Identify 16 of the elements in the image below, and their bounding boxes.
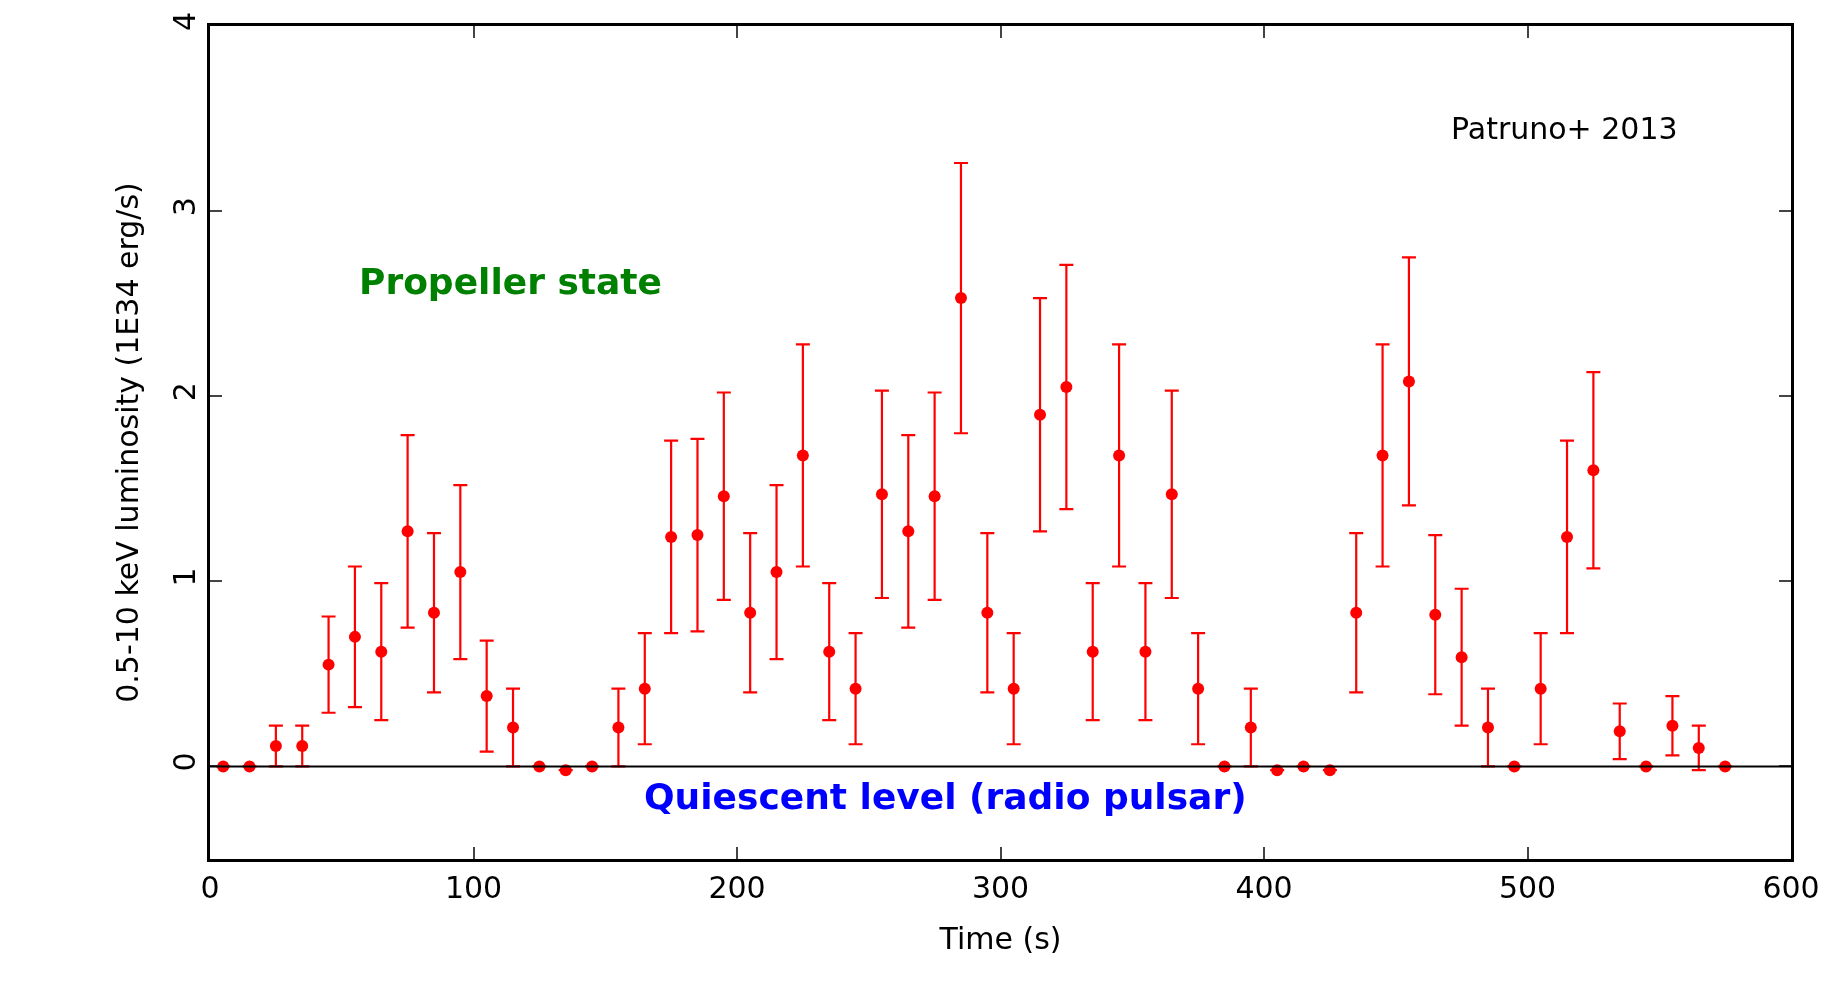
y-axis-title: 0.5-10 keV luminosity (1E34 erg/s): [110, 182, 146, 703]
y-tick-label: 0: [167, 752, 203, 772]
ref-line-label: Quiescent level (radio pulsar): [644, 776, 1247, 817]
annotation: Propeller state: [359, 261, 662, 302]
x-tick-label: 300: [971, 869, 1030, 905]
y-tick-label: 1: [167, 567, 203, 587]
y-tick-label: 2: [167, 382, 203, 402]
x-tick-label: 500: [1498, 869, 1557, 905]
x-tick-label: 200: [708, 869, 766, 905]
x-tick-label: 400: [1235, 869, 1293, 905]
annotation: Patruno+ 2013: [1451, 111, 1678, 146]
x-tick-label: 100: [444, 869, 503, 905]
x-tick-label: 600: [1762, 869, 1820, 905]
y-tick-label: 4: [167, 11, 203, 32]
y-tick-label: 3: [167, 197, 203, 217]
x-axis-title: Time (s): [938, 921, 1062, 957]
